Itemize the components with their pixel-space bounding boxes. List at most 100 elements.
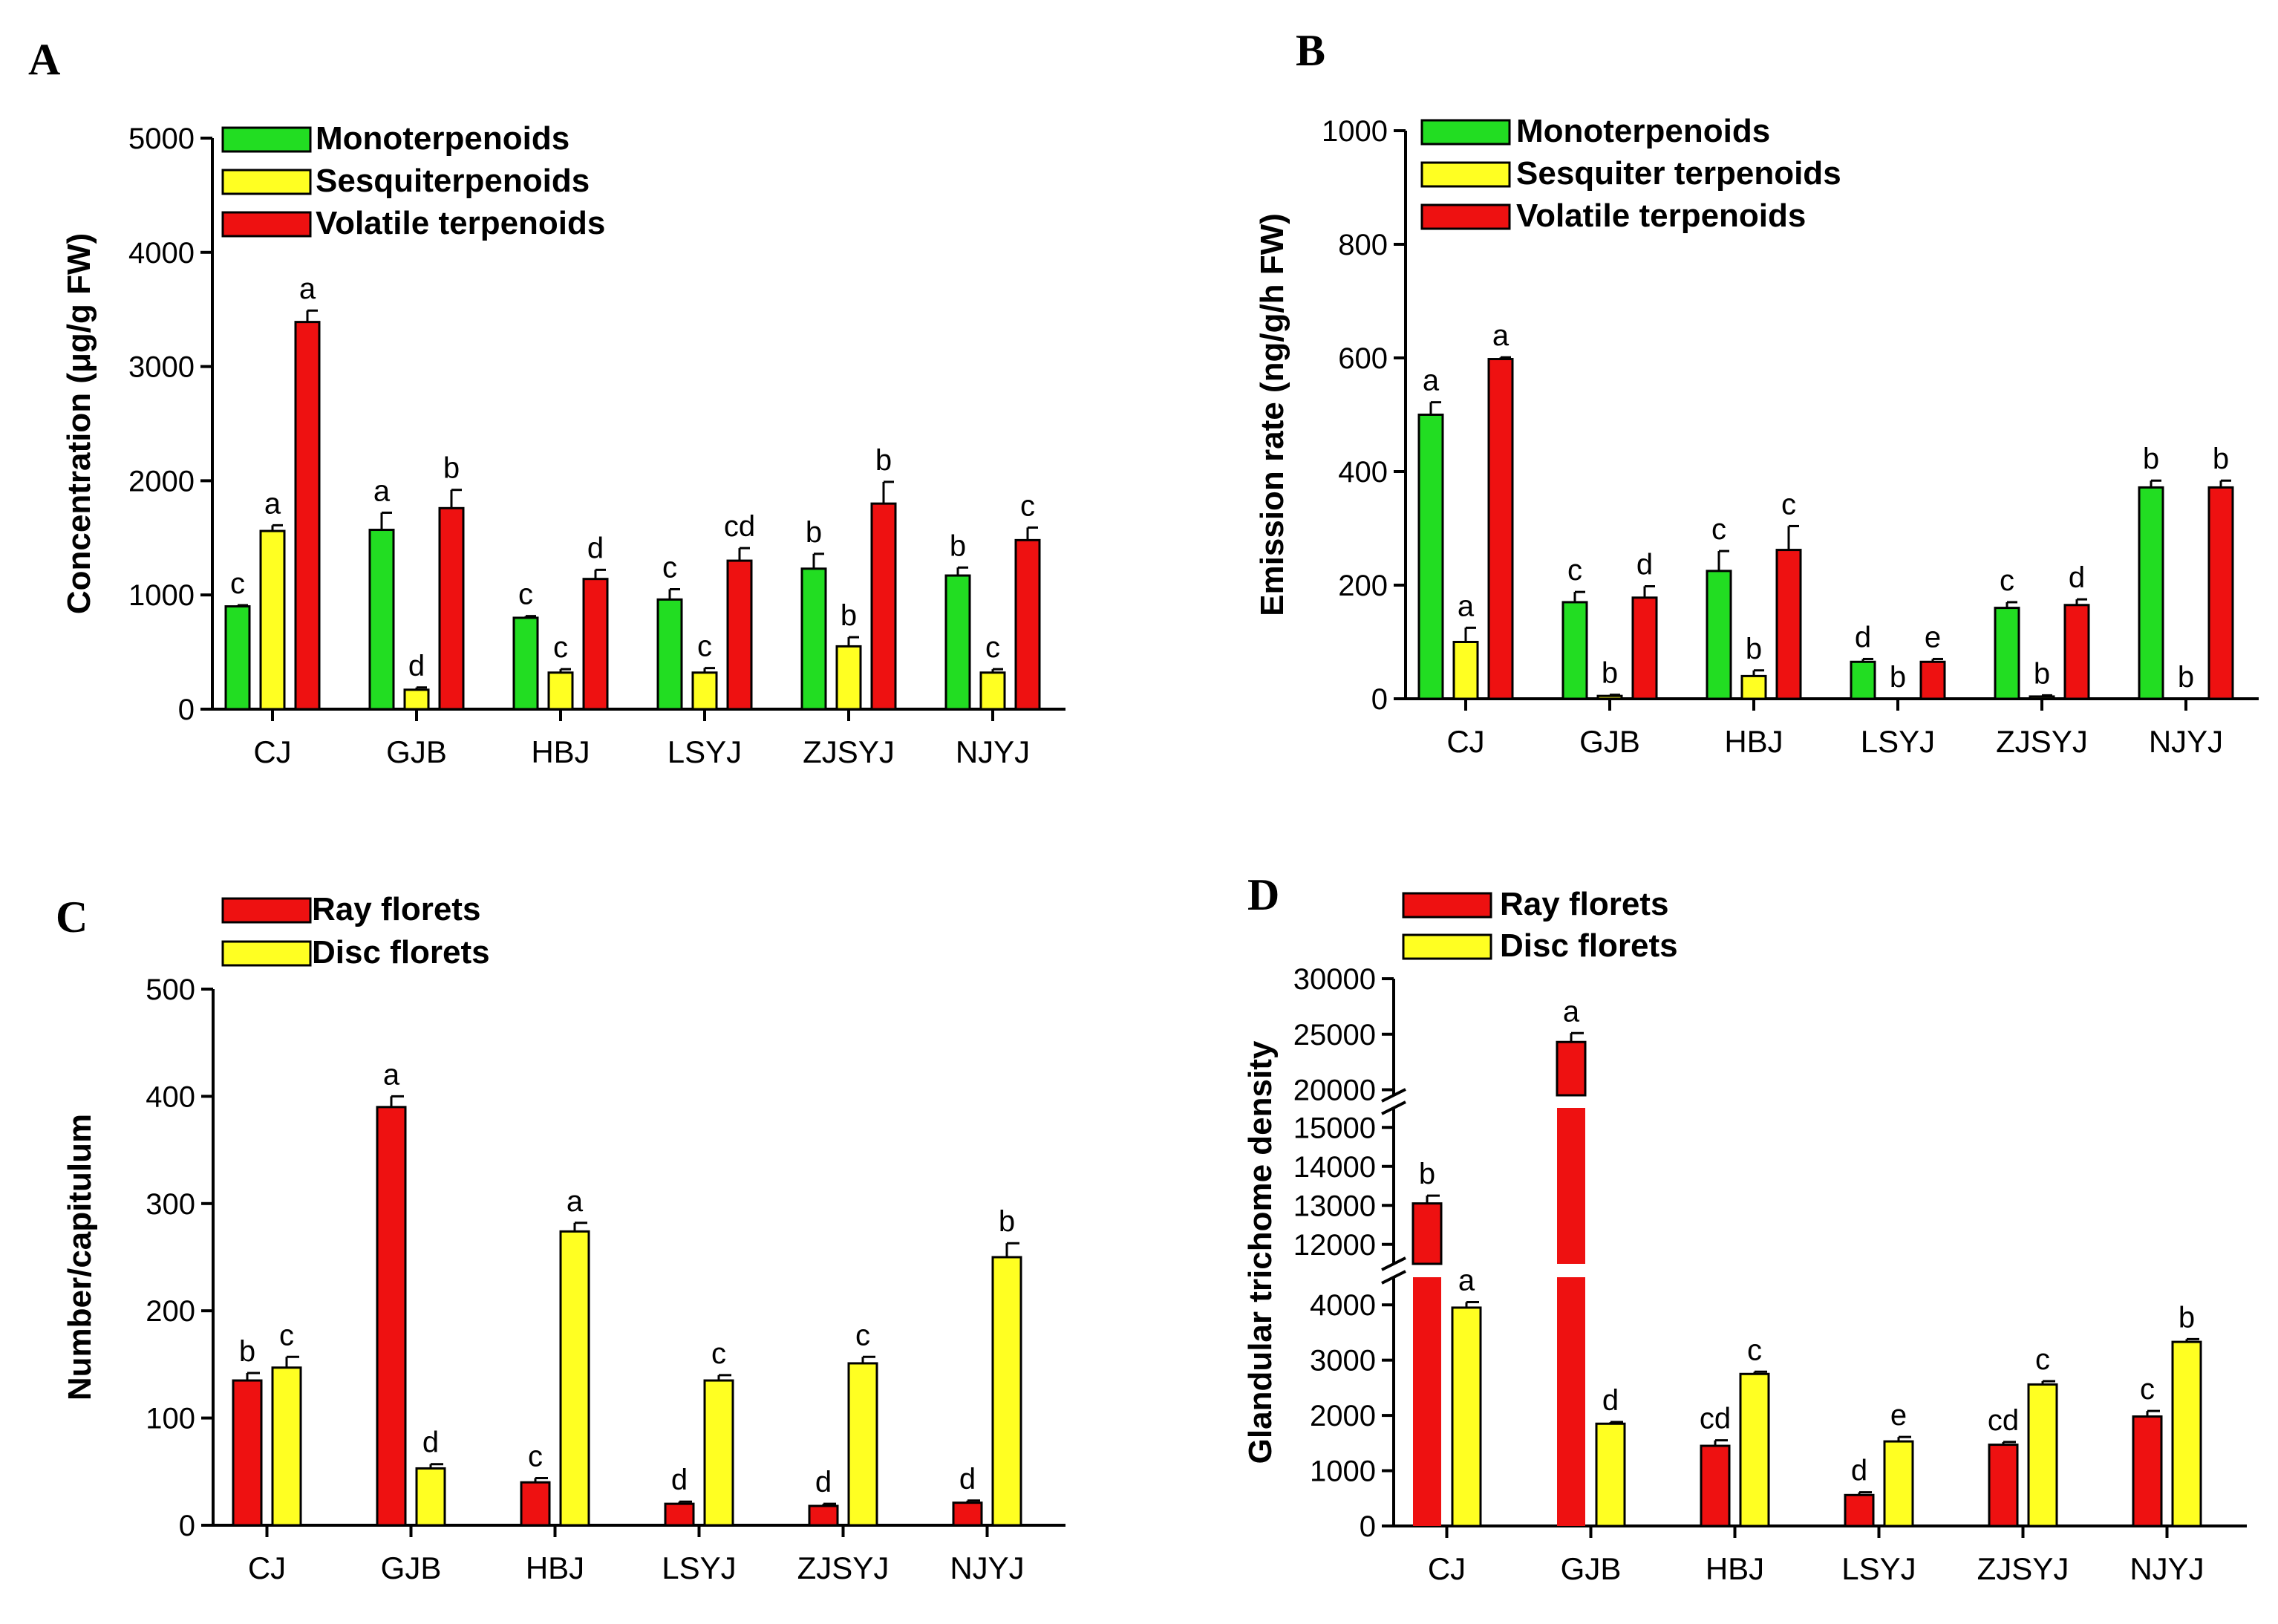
significance-letter: d [1636,549,1653,581]
legend-swatch [221,169,312,195]
bar [1417,414,1444,700]
x-tick-label: GJB [1579,724,1640,759]
significance-letter: c [1020,489,1035,522]
x-tick-label: GJB [1561,1551,1622,1586]
x-tick-label: CJ [253,734,291,769]
legend-swatch [221,940,312,967]
significance-letter: d [959,1463,976,1496]
significance-letter: c [1567,554,1582,587]
significance-letter: a [1423,365,1440,397]
y-tick-label: 800 [1338,229,1388,261]
bar [1740,674,1767,700]
x-tick-label: NJYJ [956,734,1030,769]
bar [691,671,718,711]
bar [438,506,465,711]
bar [1557,1277,1585,1526]
y-axis-title: Concentration (μg/g FW) [61,233,97,614]
legend-swatch [1402,933,1492,960]
y-tick-label: 20000 [1293,1074,1376,1107]
significance-letter: d [422,1426,439,1459]
bar [1452,641,1479,700]
significance-letter: d [587,532,604,564]
x-tick-label: HBJ [531,734,590,769]
x-tick-label: CJ [1428,1551,1466,1586]
significance-letter: c [985,631,1000,664]
significance-letter: c [711,1337,726,1370]
y-tick-label: 2000 [128,465,195,498]
bar [952,1501,983,1527]
bar [376,1106,407,1527]
significance-letter: b [2179,1301,2195,1334]
y-tick-label: 400 [146,1080,195,1113]
panel-label: A [28,35,60,84]
bar [1631,596,1658,700]
significance-letter: c [2140,1373,2155,1406]
y-tick-label: 600 [1338,342,1388,375]
significance-letter: b [2034,657,2050,690]
y-tick-label: 5000 [128,123,195,155]
y-tick-label: 15000 [1293,1112,1376,1144]
bar [1556,1040,1587,1097]
significance-letter: a [1458,590,1475,622]
legend-swatch [1420,161,1511,188]
significance-letter: d [671,1464,688,1496]
bar [1850,660,1876,700]
bar [1883,1440,1914,1527]
panel-label: B [1296,26,1325,75]
bar [703,1379,734,1527]
y-axis-title: Emission rate (ng/g/h FW) [1254,213,1290,616]
significance-letter: cd [1700,1403,1731,1435]
significance-letter: d [1855,621,1871,653]
bar [294,321,321,711]
x-tick-label: NJYJ [2129,1551,2204,1586]
significance-letter: c [553,631,568,664]
x-tick-label: LSYJ [668,734,742,769]
bar [1700,1444,1731,1527]
significance-letter: c [855,1319,870,1351]
x-tick-label: HBJ [526,1550,584,1585]
significance-letter: d [408,650,425,682]
bar [1596,694,1623,700]
significance-letter: cd [1988,1404,2019,1437]
bar [870,502,897,711]
bar [991,1256,1022,1527]
y-tick-label: 30000 [1293,963,1376,996]
y-tick-label: 200 [146,1295,195,1328]
bar [1014,538,1041,711]
axis-break-mark [1381,1270,1406,1285]
bar [559,1230,590,1527]
significance-letter: a [264,487,281,520]
significance-letter: c [2000,564,2014,597]
bar [1739,1372,1770,1527]
y-tick-label: 0 [1360,1510,1376,1543]
y-tick-label: 4000 [128,237,195,270]
y-tick-label: 200 [1338,570,1388,602]
panel-label: C [56,893,88,942]
y-tick-label: 0 [179,1510,195,1542]
significance-letter: b [443,452,460,485]
bar [2063,604,2090,700]
significance-letter: c [518,578,533,611]
legend-swatch [221,897,312,924]
y-tick-label: 3000 [128,351,195,384]
significance-letter: b [875,444,892,477]
y-tick-label: 500 [146,974,195,1006]
bar [2027,1383,2058,1527]
significance-letter: a [567,1185,584,1218]
significance-letter: a [1563,995,1580,1028]
significance-letter: a [383,1058,400,1091]
legend-swatch [221,126,312,153]
bar [1451,1306,1482,1527]
significance-letter: a [1492,319,1510,352]
significance-letter: b [1602,657,1618,690]
significance-letter: d [815,1466,832,1499]
x-tick-label: ZJSYJ [1996,724,2088,759]
y-axis-title: Glandular trichome density [1242,1040,1279,1464]
legend-label: Sesquiter terpenoids [1516,155,1841,192]
bar [1561,601,1588,700]
legend-swatch [221,211,312,238]
bar [835,645,862,711]
significance-letter: b [2178,661,2194,694]
bar [1411,1202,1443,1265]
significance-letter: a [373,475,391,507]
